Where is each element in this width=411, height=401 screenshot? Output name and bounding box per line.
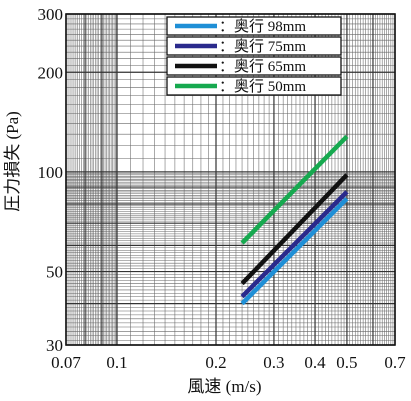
- x-tick-label: 0.2: [205, 353, 226, 372]
- series-line: [240, 134, 349, 245]
- y-tick-label: 200: [38, 63, 64, 82]
- legend-box: [166, 56, 342, 76]
- legend: ：奥行 98mm ：奥行 75mm ：奥行 65mm ：奥行 50mm: [166, 16, 342, 96]
- series-layer: [240, 134, 349, 306]
- plot-frame: [65, 13, 396, 346]
- x-tick-label: 0.7: [384, 353, 406, 372]
- x-axis-label: 風速 (m/s): [187, 377, 261, 396]
- y-tick-label: 50: [46, 263, 63, 282]
- series-line: [240, 197, 349, 306]
- legend-box: [166, 76, 342, 96]
- x-tick-label: 0.3: [263, 353, 284, 372]
- legend-box: [166, 16, 342, 36]
- x-tick-labels: 0.07 0.1 0.2 0.3 0.4 0.5 0.7: [51, 353, 406, 372]
- legend-label: ：奥行 65mm: [219, 58, 306, 75]
- y-tick-label: 30: [46, 336, 63, 355]
- y-tick-labels: 30 50 100 200 300: [38, 5, 64, 355]
- y-tick-label: 100: [38, 163, 64, 182]
- x-tick-label: 0.1: [106, 353, 127, 372]
- x-tick-label: 0.5: [336, 353, 357, 372]
- y-tick-label: 300: [38, 5, 64, 24]
- y-axis-label: 圧力損失 (Pa): [3, 111, 22, 212]
- legend-label: ：奥行 50mm: [219, 78, 306, 95]
- series-line: [240, 173, 349, 286]
- x-tick-label: 0.4: [304, 353, 326, 372]
- legend-box: [166, 36, 342, 56]
- legend-label: ：奥行 75mm: [219, 38, 306, 55]
- x-tick-label: 0.07: [51, 353, 81, 372]
- series-line: [240, 190, 349, 299]
- legend-label: ：奥行 98mm: [219, 18, 306, 35]
